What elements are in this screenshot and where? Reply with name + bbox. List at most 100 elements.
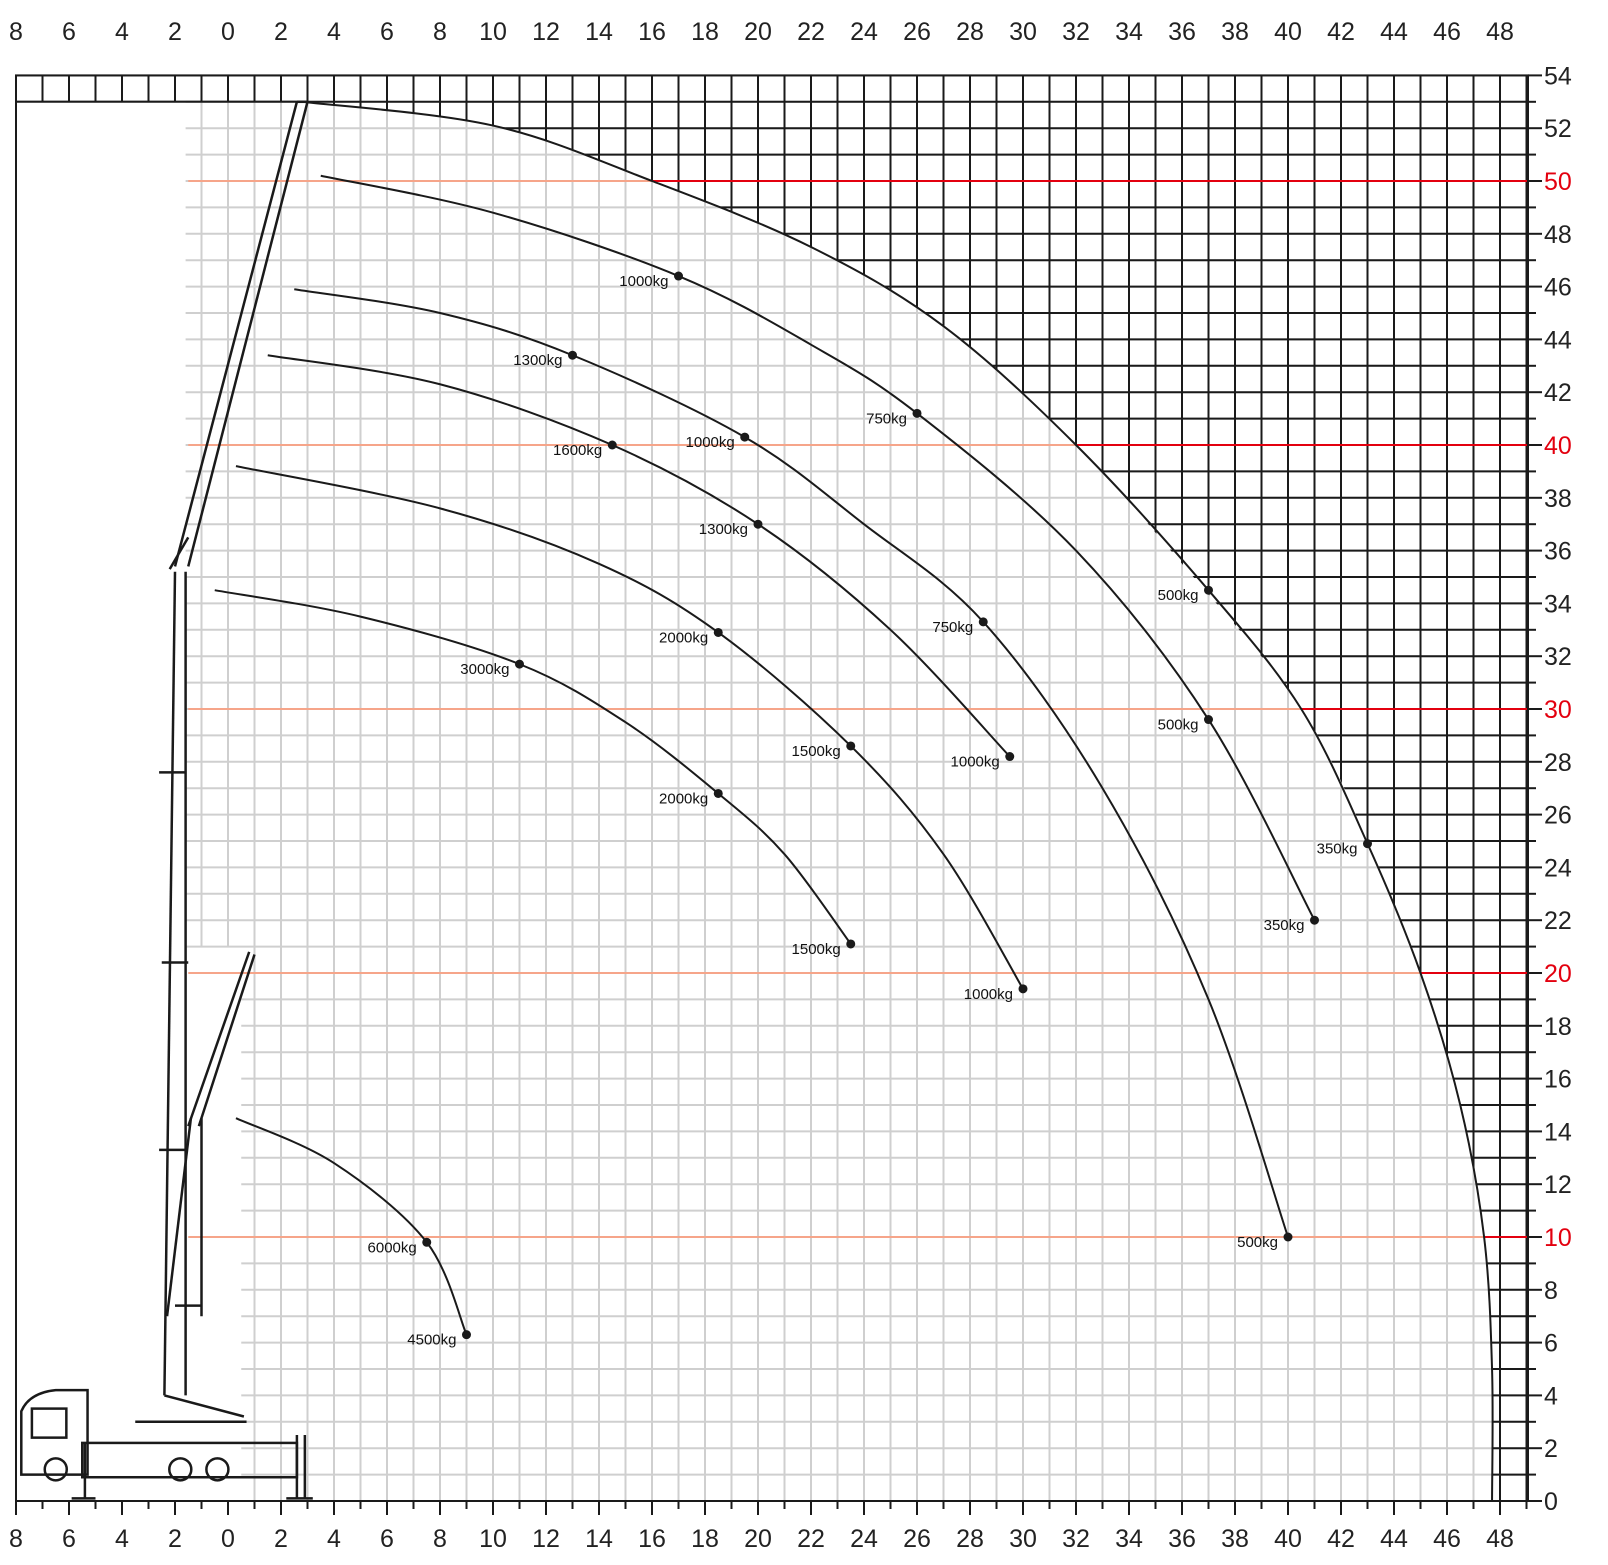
x-tick-label-bottom: 16 [638,1525,666,1553]
x-tick-label-bottom: 2 [168,1525,182,1553]
load-label: 2000kg [659,790,708,807]
y-tick-label: 32 [1544,643,1572,671]
y-tick-label: 22 [1544,907,1572,935]
load-point [846,741,856,751]
x-tick-label-top: 42 [1327,18,1355,46]
load-point [1005,752,1015,762]
x-tick-label-top: 28 [956,18,984,46]
x-tick-label-bottom: 8 [433,1525,447,1553]
x-tick-label-top: 18 [691,18,719,46]
load-curve [302,100,1494,1502]
x-tick-label-bottom: 2 [274,1525,288,1553]
load-point [422,1237,432,1247]
x-tick-label-bottom: 10 [479,1525,507,1553]
truck-wheel [168,1457,193,1482]
x-tick-label-bottom: 42 [1327,1525,1355,1553]
x-tick-label-top: 16 [638,18,666,46]
x-tick-label-bottom: 32 [1062,1525,1090,1553]
y-tick-label: 50 [1544,168,1572,196]
truck-cab [20,1388,89,1476]
x-tick-label-top: 6 [380,18,394,46]
x-tick-label-bottom: 24 [850,1525,878,1553]
y-tick-label: 54 [1544,62,1572,90]
axes: 8866442200224466881010121214141616181820… [9,18,1572,1553]
x-tick-label-bottom: 12 [532,1525,560,1553]
x-tick-label-top: 40 [1274,18,1302,46]
x-tick-label-top: 38 [1221,18,1249,46]
load-point [1018,984,1028,994]
x-tick-label-bottom: 40 [1274,1525,1302,1553]
y-tick-label: 24 [1544,854,1572,882]
x-tick-label-top: 8 [9,18,23,46]
load-label: 2000kg [659,629,708,646]
load-point [462,1330,471,1340]
y-tick-label: 14 [1544,1118,1572,1146]
y-tick-label: 40 [1544,432,1572,460]
x-tick-label-top: 6 [62,18,76,46]
load-label: 6000kg [368,1239,417,1256]
y-tick-label: 44 [1544,326,1572,354]
y-tick-label: 26 [1544,802,1572,830]
x-tick-label-bottom: 6 [380,1525,394,1553]
y-tick-label: 2 [1544,1435,1558,1463]
load-point [1363,839,1372,849]
x-tick-label-top: 36 [1168,18,1196,46]
load-point [740,432,750,442]
y-tick-label: 52 [1544,115,1572,143]
load-curves: 500kg 350kg 1000kg 750kg 500kg 350kg 1300kg 100… [214,100,1494,1502]
load-point [568,350,577,360]
x-tick-label-bottom: 8 [9,1525,23,1553]
y-tick-label: 0 [1544,1488,1558,1516]
y-tick-label: 38 [1544,485,1572,513]
load-point [713,788,723,798]
load-point [515,659,524,669]
load-label: 750kg [866,410,907,427]
x-tick-label-top: 24 [850,18,878,46]
load-label: 4500kg [407,1332,456,1349]
highlight-lines [188,180,1528,1238]
load-point [846,939,856,949]
boom-line [187,951,251,1127]
truck-wheel [205,1457,230,1482]
boom-line [187,101,309,567]
load-point [1204,585,1213,595]
load-label: 500kg [1237,1234,1278,1251]
x-tick-label-bottom: 26 [903,1525,931,1553]
y-tick-label: 34 [1544,590,1572,618]
load-point [912,408,922,418]
load-label: 500kg [1158,587,1199,604]
load-curve [235,1117,468,1336]
boom-line [173,101,299,567]
load-label: 750kg [932,619,973,636]
x-tick-label-top: 44 [1380,18,1408,46]
x-tick-label-bottom: 20 [744,1525,772,1553]
lower-jib [165,1118,193,1317]
crane-base [164,1394,245,1418]
x-tick-label-bottom: 14 [585,1525,613,1553]
load-curve [267,354,1011,758]
y-tick-label: 42 [1544,379,1572,407]
y-tick-label: 16 [1544,1066,1572,1094]
x-tick-label-bottom: 4 [115,1525,129,1553]
load-curve [235,465,1024,990]
light-grid [185,100,1528,1501]
x-tick-label-top: 4 [115,18,129,46]
y-tick-label: 30 [1544,696,1572,724]
load-label: 3000kg [460,661,509,678]
x-tick-label-bottom: 46 [1433,1525,1461,1553]
load-label: 1500kg [792,941,841,958]
y-tick-label: 4 [1544,1382,1558,1410]
x-tick-label-bottom: 38 [1221,1525,1249,1553]
x-tick-label-top: 30 [1009,18,1037,46]
x-tick-label-bottom: 36 [1168,1525,1196,1553]
load-point [1283,1232,1293,1242]
load-label: 1000kg [964,986,1013,1003]
load-label: 1300kg [699,521,748,538]
boom-line [197,954,256,1127]
x-tick-label-top: 34 [1115,18,1143,46]
y-tick-label: 18 [1544,1013,1572,1041]
load-label: 1000kg [686,434,735,451]
y-tick-label: 10 [1544,1224,1572,1252]
x-tick-label-top: 2 [274,18,288,46]
y-tick-label: 36 [1544,538,1572,566]
